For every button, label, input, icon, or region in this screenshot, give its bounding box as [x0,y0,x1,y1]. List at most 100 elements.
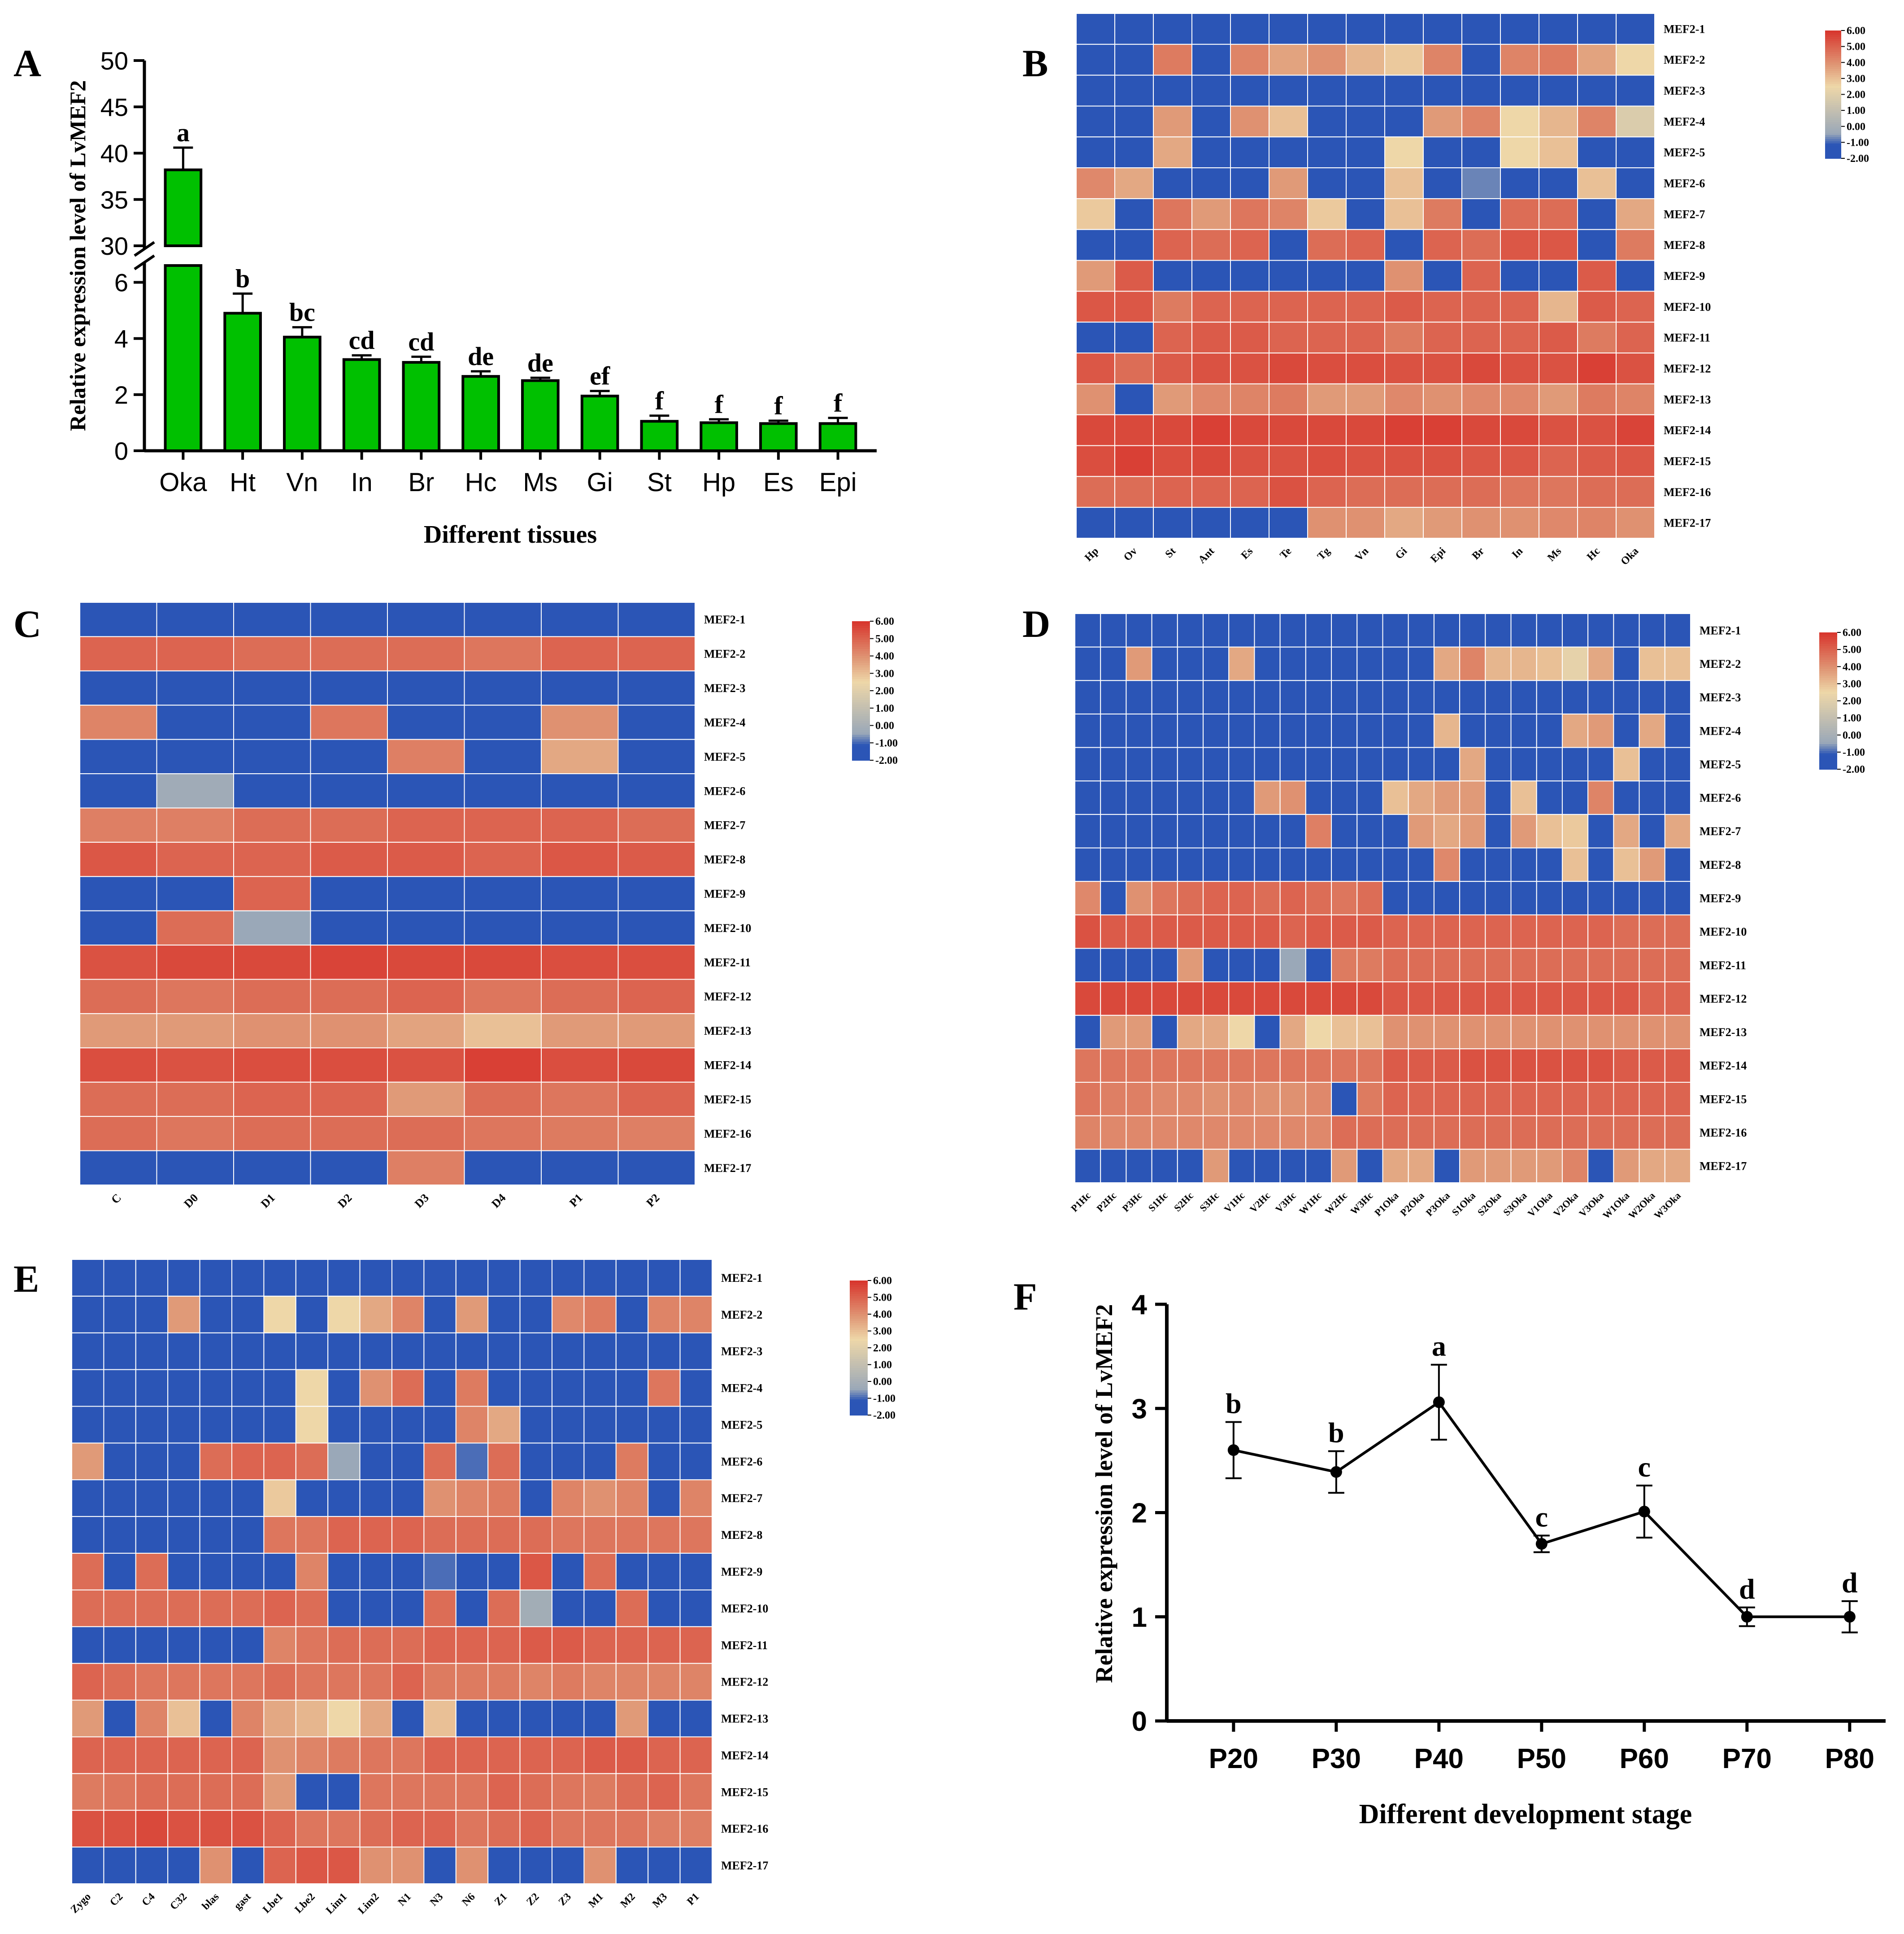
heatmap-cell [552,1699,585,1738]
heatmap-cell [199,1773,233,1811]
heatmap-cell [1279,713,1306,748]
heatmap-col-label: Z3 [556,1891,574,1908]
heatmap-col-label: D3 [412,1191,431,1211]
colorbar-segment [1825,141,1841,144]
heatmap-cell [519,1259,552,1297]
heatmap-cell [541,1150,619,1185]
colorbar-segment [1819,684,1837,688]
heatmap-cell [1561,881,1589,915]
heatmap-col-label: Es [1239,545,1255,562]
colorbar-segment [852,684,870,687]
colorbar-segment [850,1310,868,1312]
colorbar-segment [1819,764,1837,767]
heatmap-cell [1459,1048,1486,1083]
heatmap-cell [1228,613,1255,648]
colorbar-segment [850,1399,868,1402]
heatmap-cell [1561,914,1589,949]
heatmap-cell [1536,646,1563,681]
heatmap-cell [156,739,234,775]
y-tick-label: 4 [114,325,128,353]
colorbar-segment [852,732,870,736]
heatmap-cell [1500,74,1539,107]
heatmap-cell [1203,948,1230,983]
heatmap-row-label: MEF2-7 [1664,208,1705,221]
heatmap-cell [1346,383,1385,415]
heatmap-cell [1346,198,1385,230]
panel-label-d: D [1022,602,1050,645]
heatmap-cell [1305,981,1332,1016]
heatmap-cell [1408,1048,1435,1083]
heatmap-cell [359,1663,392,1701]
heatmap-cell [1230,260,1269,292]
heatmap-cell [327,1406,361,1444]
heatmap-cell [1423,13,1462,45]
heatmap-cell [1587,680,1614,714]
heatmap-cell [103,1810,136,1848]
heatmap-cell [1539,136,1578,169]
heatmap-cell [541,876,619,911]
colorbar-segment [852,674,870,677]
heatmap-cell [391,1516,425,1554]
colorbar-segment [852,739,870,742]
heatmap-cell [1203,981,1230,1016]
heatmap-col-label: W3Hc [1348,1190,1375,1217]
heatmap-cell [455,1736,489,1774]
heatmap-cell [295,1553,329,1590]
heatmap-row-label: MEF2-12 [704,990,751,1003]
heatmap-cell [1384,445,1424,477]
heatmap-cell [583,1626,617,1664]
heatmap-cell [1664,1015,1691,1050]
heatmap-cell [1500,476,1539,508]
heatmap-row-label: MEF2-7 [704,819,745,832]
colorbar-segment [1819,758,1837,761]
colorbar-segment [1825,94,1841,97]
heatmap-cell [295,1479,329,1517]
heatmap-cell [79,636,157,671]
colorbar-segment [1819,641,1837,645]
bar [700,421,738,453]
heatmap-cell [1423,74,1462,107]
heatmap-cell [1616,322,1655,354]
heatmap-cell [1382,1048,1409,1083]
y-tick-label: 35 [100,186,128,214]
heatmap-cell [167,1442,200,1481]
heatmap-cell [1561,1015,1589,1050]
colorbar-segment [852,679,870,682]
heatmap-cell [1510,780,1537,815]
heatmap-cell [1485,948,1512,983]
heatmap-cell [1510,613,1537,648]
heatmap-cell [519,1369,552,1407]
heatmap-cell [1230,44,1269,76]
heatmap-cell [679,1406,713,1444]
heatmap-row-label: MEF2-7 [1700,825,1741,838]
heatmap-cell [1639,1082,1665,1116]
colorbar-segment [1825,133,1841,135]
heatmap-cell [263,1847,296,1885]
heatmap-cell [1433,680,1461,714]
heatmap-cell [1461,353,1501,384]
heatmap-cell [1307,291,1347,323]
heatmap-cell [199,1663,233,1701]
colorbar-segment [852,711,870,714]
heatmap-cell [391,1810,425,1848]
heatmap-cell [1461,414,1501,446]
heatmap-cell [387,739,465,775]
colorbar-segment [852,665,870,668]
heatmap-cell [1331,981,1358,1016]
y-tick-label: 2 [114,381,128,409]
heatmap-cell [1433,914,1461,949]
colorbar-segment [1819,646,1837,649]
heatmap-cell [387,841,465,877]
colorbar-segment [850,1307,868,1310]
heatmap-cell [1539,291,1578,323]
heatmap-cell [464,1116,542,1151]
panel-label-b: B [1022,42,1048,85]
significance-letter: f [834,388,843,418]
colorbar-segment [852,753,870,756]
heatmap-row-label: MEF2-12 [1664,362,1711,375]
heatmap-cell [648,1479,681,1517]
heatmap-cell [1254,981,1281,1016]
heatmap-cell [1536,981,1563,1016]
heatmap-cell [1203,747,1230,782]
heatmap-cell [199,1553,233,1590]
